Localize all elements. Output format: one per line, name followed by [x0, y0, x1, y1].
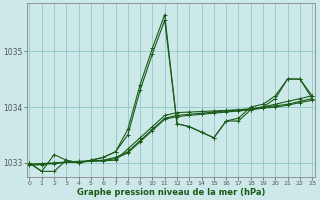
- X-axis label: Graphe pression niveau de la mer (hPa): Graphe pression niveau de la mer (hPa): [77, 188, 265, 197]
